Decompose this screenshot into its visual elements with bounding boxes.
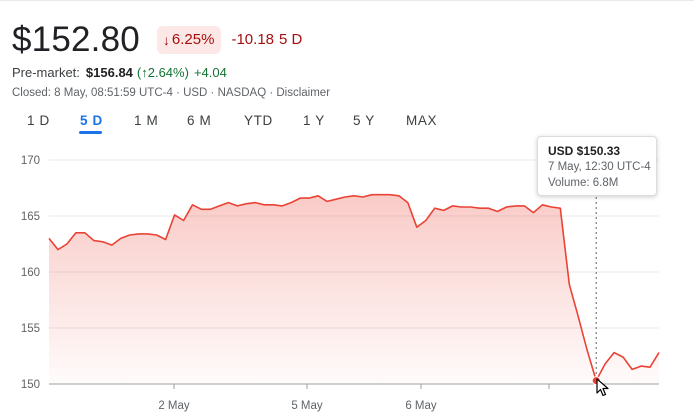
tab-1y[interactable]: 1 Y bbox=[303, 113, 325, 128]
x-tick-label: 2 May bbox=[158, 400, 190, 412]
x-axis-labels: 2 May 5 May 6 May bbox=[158, 384, 550, 412]
absolute-change-value: -10.18 bbox=[231, 31, 275, 48]
tooltip-price: USD $150.33 bbox=[548, 144, 621, 158]
current-price: $152.80 bbox=[12, 20, 140, 59]
market-status-line: Closed: 8 May, 08:51:59 UTC-4 · USD · NA… bbox=[12, 87, 331, 99]
tab-6m[interactable]: 6 M bbox=[187, 113, 212, 128]
price-line bbox=[48, 193, 660, 382]
y-tick-label: 150 bbox=[21, 379, 40, 391]
tab-ytd[interactable]: YTD bbox=[244, 113, 273, 128]
absolute-change: -10.18 5 D bbox=[231, 29, 302, 51]
price-header: $152.80 ↓ 6.25% -10.18 5 D bbox=[12, 18, 302, 62]
premarket-line: Pre-market: $156.84 (↑2.64%) +4.04 bbox=[12, 65, 227, 81]
x-tick-label: 6 May bbox=[405, 400, 437, 412]
x-tick-label: 5 May bbox=[291, 400, 323, 412]
tooltip-time: 7 May, 12:30 UTC-4 bbox=[548, 161, 651, 173]
premarket-change: +4.04 bbox=[193, 65, 227, 80]
y-tick-label: 170 bbox=[21, 155, 40, 167]
premarket-price: $156.84 bbox=[85, 65, 133, 80]
premarket-label: Pre-market: bbox=[12, 65, 80, 80]
price-tooltip: USD $150.33 7 May, 12:30 UTC-4 Volume: 6… bbox=[537, 136, 657, 196]
mouse-pointer-icon bbox=[596, 378, 609, 397]
price-area-fill bbox=[49, 194, 659, 384]
top-divider bbox=[0, 0, 694, 1]
active-tab-indicator bbox=[79, 131, 102, 134]
percent-change-value: 6.25% bbox=[171, 31, 215, 48]
y-axis-labels: 170 165 160 155 150 bbox=[21, 155, 40, 391]
price-chart[interactable]: 170 165 160 155 150 2 May 5 May 6 May bbox=[0, 138, 694, 412]
tab-1d[interactable]: 1 D bbox=[27, 113, 50, 128]
arrow-down-icon: ↓ bbox=[162, 32, 170, 48]
tab-5y[interactable]: 5 Y bbox=[353, 113, 375, 128]
tab-5d[interactable]: 5 D bbox=[80, 113, 103, 128]
premarket-percent: (↑2.64%) bbox=[136, 65, 189, 80]
tooltip-volume: Volume: 6.8M bbox=[548, 177, 619, 189]
y-tick-label: 160 bbox=[21, 267, 40, 279]
range-tabs: 1 D 5 D 1 M 6 M YTD 1 Y 5 Y MAX bbox=[0, 112, 694, 138]
tab-1m[interactable]: 1 M bbox=[134, 113, 159, 128]
y-tick-label: 155 bbox=[21, 323, 40, 335]
change-period: 5 D bbox=[279, 31, 303, 48]
percent-change-badge: ↓ 6.25% bbox=[156, 26, 222, 54]
tab-max[interactable]: MAX bbox=[406, 113, 438, 128]
y-tick-label: 165 bbox=[21, 211, 40, 223]
